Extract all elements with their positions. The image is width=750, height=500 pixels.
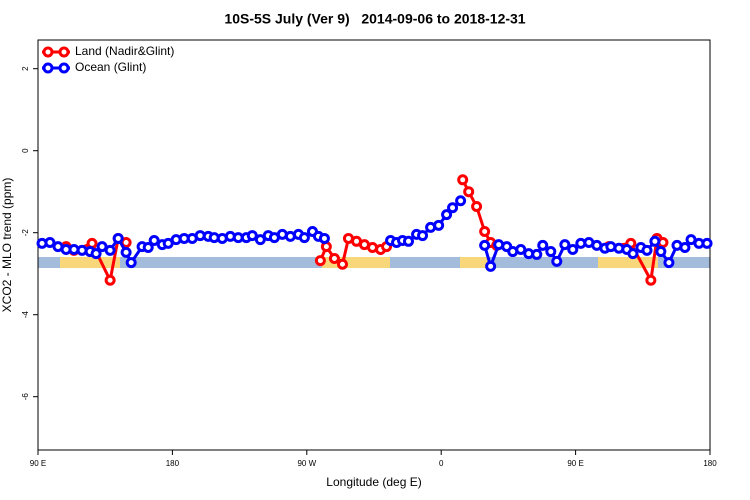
point [246, 230, 258, 242]
point [641, 244, 653, 256]
y-tick-label: -6 [21, 393, 30, 401]
point [336, 258, 348, 270]
point [447, 202, 459, 214]
point [463, 186, 475, 198]
land-strip [322, 257, 390, 268]
point [645, 274, 657, 286]
legend-marker [42, 46, 54, 58]
x-tick-label: 90 W [297, 459, 316, 468]
point [90, 248, 102, 260]
point [318, 232, 330, 244]
land-strip [60, 257, 120, 268]
legend-marker [58, 62, 70, 74]
legend-label: Land (Nadir&Glint) [75, 44, 174, 58]
point [104, 244, 116, 256]
point [531, 248, 543, 260]
point [701, 237, 713, 249]
point [125, 257, 137, 269]
y-tick-label: 0 [21, 148, 30, 153]
land-strip [460, 257, 488, 268]
point [441, 209, 453, 221]
point [402, 235, 414, 247]
x-tick-label: 0 [439, 459, 444, 468]
point [479, 225, 491, 237]
x-tick-label: 90 E [567, 459, 583, 468]
y-tick-label: 2 [21, 66, 30, 71]
point [663, 257, 675, 269]
point [485, 260, 497, 272]
point [104, 274, 116, 286]
point [433, 219, 445, 231]
point [471, 200, 483, 212]
x-tick-label: 180 [166, 459, 180, 468]
point [479, 239, 491, 251]
point [417, 230, 429, 242]
point [515, 244, 527, 256]
point [254, 234, 266, 246]
x-axis-label: Longitude (deg E) [326, 475, 421, 489]
point [551, 255, 563, 267]
point [649, 235, 661, 247]
point [142, 241, 154, 253]
map-strip [38, 257, 710, 268]
series-line [41, 199, 708, 272]
y-tick-label: -4 [21, 311, 30, 319]
point [328, 253, 340, 265]
point [559, 239, 571, 251]
point [655, 246, 667, 258]
point [314, 255, 326, 267]
point [455, 195, 467, 207]
point [298, 232, 310, 244]
legend-marker [58, 46, 70, 58]
x-tick-label: 90 E [30, 459, 46, 468]
chart-title: 10S-5S July (Ver 9) 2014-09-06 to 2018-1… [224, 11, 525, 27]
point [627, 248, 639, 260]
point [537, 239, 549, 251]
point [545, 246, 557, 258]
x-tick-label: 180 [703, 459, 717, 468]
point [112, 232, 124, 244]
point [457, 174, 469, 186]
point [567, 244, 579, 256]
point [148, 234, 160, 246]
y-tick-label: -2 [21, 229, 30, 237]
legend-marker [42, 62, 54, 74]
y-axis-label: XCO2 - MLO trend (ppm) [0, 178, 14, 313]
point [120, 246, 132, 258]
legend-label: Ocean (Glint) [75, 60, 146, 74]
point [44, 237, 56, 249]
point [679, 241, 691, 253]
land-strip [598, 257, 658, 268]
